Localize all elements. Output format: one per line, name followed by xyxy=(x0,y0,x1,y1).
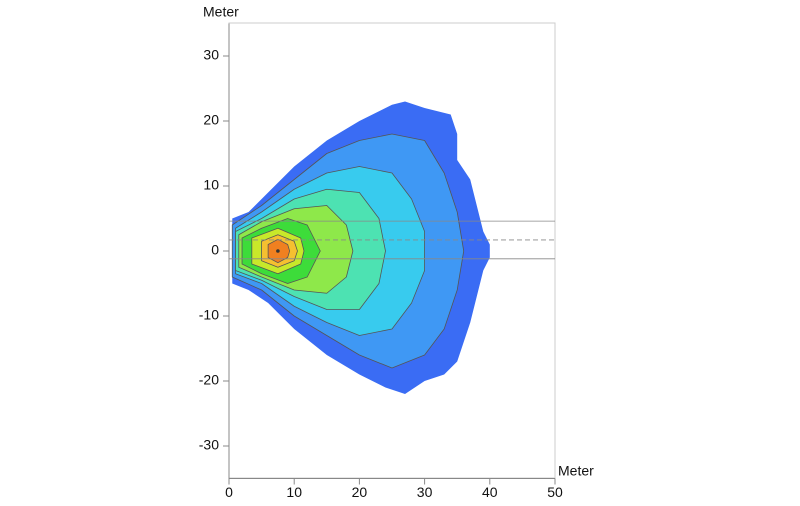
x-tick-label: 50 xyxy=(547,484,563,500)
x-axis-label: Meter xyxy=(558,463,594,479)
y-tick-label: 0 xyxy=(211,242,219,258)
y-tick-label: -30 xyxy=(199,437,219,453)
x-tick-label: 20 xyxy=(352,484,368,500)
x-tick-label: 10 xyxy=(286,484,302,500)
x-tick-label: 0 xyxy=(225,484,233,500)
y-tick-label: 10 xyxy=(203,177,219,193)
y-tick-label: -20 xyxy=(199,372,219,388)
peak-marker xyxy=(276,249,280,253)
y-tick-label: 30 xyxy=(203,47,219,63)
y-tick-label: -10 xyxy=(199,307,219,323)
y-tick-label: 20 xyxy=(203,112,219,128)
x-tick-label: 40 xyxy=(482,484,498,500)
y-axis-label: Meter xyxy=(203,4,239,20)
x-tick-label: 30 xyxy=(417,484,433,500)
